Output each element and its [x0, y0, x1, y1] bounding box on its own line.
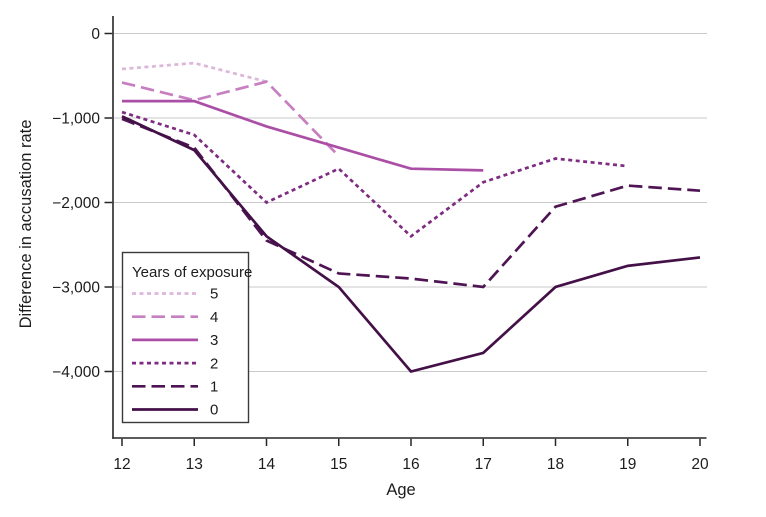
x-tick-label: 17: [475, 456, 492, 473]
legend-item-label: 1: [210, 379, 218, 396]
legend-box: [121, 251, 250, 424]
x-axis-title: Age: [386, 481, 415, 499]
y-tick-label: −4,000: [52, 364, 100, 381]
legend-item-label: 0: [210, 402, 218, 419]
x-tick-label: 12: [113, 456, 130, 473]
series-line-exposure-4: [121, 80, 340, 157]
y-tick-label: −3,000: [52, 279, 100, 296]
legend-item-label: 5: [210, 286, 218, 303]
x-tick-label: 20: [691, 456, 709, 473]
data-series: [121, 61, 701, 374]
series-line-exposure-3: [122, 99, 484, 172]
y-tick-label: −1,000: [52, 110, 100, 127]
x-tick-label: 19: [619, 456, 636, 473]
legend-title: Years of exposure: [132, 264, 252, 281]
y-axis-title: Difference in accusation rate: [17, 120, 35, 329]
legend-item-label: 4: [210, 309, 218, 326]
series-line-exposure-1: [121, 117, 701, 289]
series-line-exposure-5: [121, 61, 267, 83]
series-line-exposure-2: [121, 110, 628, 239]
x-tick-label: 18: [547, 456, 564, 473]
x-tick-label: 14: [258, 456, 276, 473]
legend: Years of exposure 5 4 3 2 1 0: [121, 251, 252, 424]
legend-item-label: 3: [210, 332, 218, 349]
axes: [112, 16, 707, 439]
series-line-exposure-0: [121, 115, 701, 374]
y-tick-label: −2,000: [52, 195, 100, 212]
legend-item-label: 2: [210, 355, 218, 372]
x-tick-label: 15: [330, 456, 347, 473]
x-tick-label: 16: [402, 456, 419, 473]
y-tick-label: 0: [91, 26, 100, 43]
x-tick-label: 13: [186, 456, 203, 473]
